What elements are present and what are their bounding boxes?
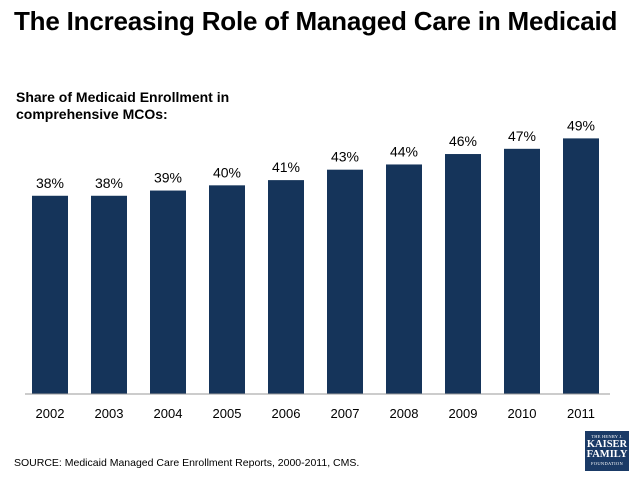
data-label-2003: 38% xyxy=(95,175,123,191)
logo-line-4: FOUNDATION xyxy=(591,461,623,466)
data-label-2002: 38% xyxy=(36,175,64,191)
data-label-2008: 44% xyxy=(390,143,418,159)
logo-line-2: KAISER xyxy=(586,439,628,450)
x-tick-label-2011: 2011 xyxy=(567,406,595,421)
x-tick-label-2003: 2003 xyxy=(95,406,124,421)
logo-line-3: FAMILY xyxy=(586,449,628,460)
data-label-2010: 47% xyxy=(508,128,536,144)
bar-2006 xyxy=(268,180,304,394)
bar-2010 xyxy=(504,148,540,394)
page-title: The Increasing Role of Managed Care in M… xyxy=(14,6,618,36)
labels-layer: 38% 2002 38% 2003 39% 2004 40% 2005 41% 2006 43% 20… xyxy=(36,117,595,421)
chart-subtitle: Share of Medicaid Enrollment in comprehe… xyxy=(16,89,230,122)
data-label-2006: 41% xyxy=(272,159,300,175)
bar-2011 xyxy=(563,138,599,394)
bar-2003 xyxy=(91,195,127,394)
x-tick-label-2007: 2007 xyxy=(331,406,360,421)
x-tick-label-2005: 2005 xyxy=(213,406,242,421)
bar-2009 xyxy=(445,154,481,394)
kff-logo: THE HENRY J. KAISER FAMILY FOUNDATION xyxy=(585,431,629,471)
x-tick-label-2010: 2010 xyxy=(508,406,537,421)
data-label-2009: 46% xyxy=(449,133,477,149)
bar-2008 xyxy=(386,164,422,394)
x-tick-label-2008: 2008 xyxy=(390,406,419,421)
data-label-2004: 39% xyxy=(154,170,182,186)
bar-2007 xyxy=(327,169,363,394)
x-tick-label-2004: 2004 xyxy=(154,406,183,421)
data-label-2005: 40% xyxy=(213,164,241,180)
bar-2004 xyxy=(150,190,186,394)
x-tick-label-2002: 2002 xyxy=(36,406,65,421)
bars-layer xyxy=(32,138,599,394)
x-tick-label-2009: 2009 xyxy=(449,406,478,421)
bar-2002 xyxy=(32,195,68,394)
data-label-2007: 43% xyxy=(331,149,359,165)
x-tick-label-2006: 2006 xyxy=(272,406,301,421)
source-note: SOURCE: Medicaid Managed Care Enrollment… xyxy=(14,457,360,469)
data-label-2011: 49% xyxy=(567,117,595,133)
bar-2005 xyxy=(209,185,245,394)
logo-line-1: THE HENRY J. xyxy=(591,434,623,439)
